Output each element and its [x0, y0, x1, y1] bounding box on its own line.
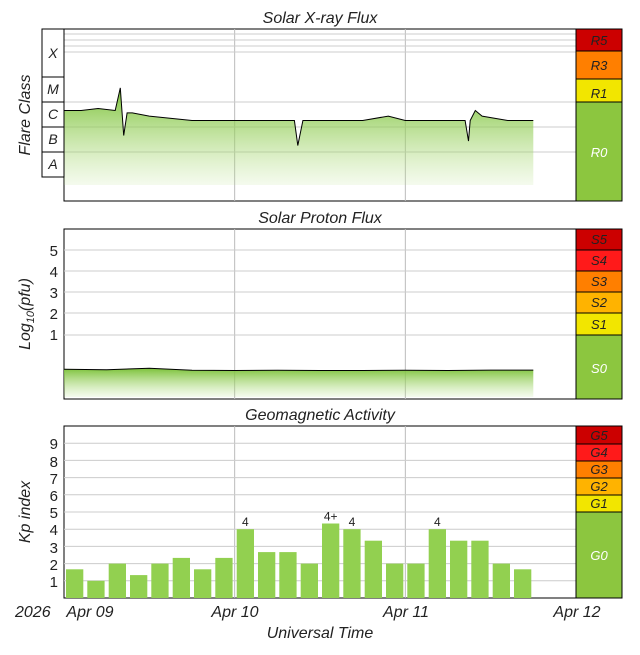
xray-class-label-c: C: [48, 106, 59, 122]
kp-bar: [322, 523, 340, 598]
xray-scale-r3-label: R3: [591, 58, 608, 73]
kp-tick-2: 2: [50, 557, 58, 574]
kp-tick-5: 5: [50, 505, 58, 522]
kp-bar: [450, 540, 468, 598]
geomag-scale-g4-label: G4: [590, 445, 607, 460]
xray-class-boxes: [41, 28, 65, 178]
proton-scale-s5-label: S5: [591, 232, 608, 247]
kp-tick-4: 4: [50, 522, 58, 539]
kp-bar: [236, 529, 254, 598]
kp-bar: [492, 563, 510, 598]
proton-scale-s0-label: S0: [591, 361, 608, 376]
kp-bar: [215, 557, 233, 598]
geomag-gridlines: [64, 426, 576, 598]
kp-bar-label: 4: [349, 515, 356, 529]
proton-flux-area: [64, 368, 534, 397]
proton-ylabel: Log10(pfu): [17, 278, 37, 350]
proton-scale-s0: [575, 334, 623, 400]
proton-title: Solar Proton Flux: [258, 210, 383, 227]
geomag-scale-g0: [575, 511, 623, 599]
proton-scale-s4-label: S4: [591, 253, 607, 268]
kp-bar: [343, 529, 361, 598]
proton-scale-s2-label: S2: [591, 295, 608, 310]
proton-tick-2: 2: [50, 306, 58, 323]
kp-bar: [279, 552, 297, 598]
kp-bar: [194, 569, 212, 598]
xray-class-label-x: X: [47, 45, 58, 61]
xray-flux-line: [64, 87, 534, 146]
kp-bar: [364, 540, 382, 598]
kp-bar-label: 4+: [324, 510, 338, 524]
geomag-scale-g2-label: G2: [590, 479, 608, 494]
xray-flux-area: [64, 87, 534, 185]
xray-title: Solar X-ray Flux: [263, 10, 379, 27]
kp-tick-7: 7: [50, 471, 58, 488]
kp-tick-3: 3: [50, 540, 58, 557]
kp-bar: [407, 563, 425, 598]
geomag-ylabel: Kp index: [17, 480, 34, 543]
proton-ylabel-tail: (pfu): [17, 278, 34, 311]
kp-bar: [66, 569, 84, 598]
xray-class-label-a: A: [47, 156, 57, 172]
proton-scale-s3-label: S3: [591, 274, 608, 289]
geomag-scale-column: [575, 425, 623, 599]
kp-tick-6: 6: [50, 488, 58, 505]
proton-flux-fill: [64, 368, 534, 397]
xray-scale-r3: [575, 50, 623, 80]
xray-scale-r5-label: R5: [591, 33, 608, 48]
geomag-scale-g3-label: G3: [590, 462, 608, 477]
x-axis-label: Universal Time: [267, 625, 374, 642]
x-tick-apr09: Apr 09: [65, 604, 113, 621]
x-tick-apr10: Apr 10: [210, 604, 258, 621]
kp-bar: [386, 563, 404, 598]
xray-scale-r0-label: R0: [591, 145, 608, 160]
proton-scale-column: [575, 228, 623, 400]
kp-bar: [108, 563, 126, 598]
geomag-tick-labels: 9 8 7 6 5 4 3 2 1: [50, 436, 58, 591]
xray-ylabel: Flare Class: [17, 75, 34, 156]
kp-tick-1: 1: [50, 574, 58, 591]
x-axis-year: 2026: [14, 604, 51, 621]
x-tick-apr12: Apr 12: [552, 604, 600, 621]
proton-flux-line: [63, 367, 534, 372]
kp-bar: [514, 569, 532, 598]
xray-scale-r0: [575, 101, 623, 202]
kp-bar: [151, 563, 169, 598]
proton-tick-4: 4: [50, 264, 58, 281]
proton-tick-5: 5: [50, 243, 58, 260]
proton-tick-1: 1: [50, 327, 58, 344]
kp-tick-9: 9: [50, 436, 58, 453]
x-tick-apr11: Apr 11: [382, 604, 429, 621]
xray-class-label-b: B: [48, 131, 57, 147]
proton-gridlines: [64, 229, 576, 399]
kp-bar: [87, 580, 105, 598]
xray-class-label-m: M: [47, 81, 59, 97]
proton-ylabel-sub: 10: [25, 310, 37, 323]
proton-scale-s1-label: S1: [591, 317, 607, 332]
xray-flux-fill: [64, 87, 534, 185]
kp-tick-8: 8: [50, 454, 58, 471]
geomag-scale-g1-label: G1: [590, 496, 607, 511]
geomag-kp-bars: 4 4+ 4 4: [66, 510, 532, 598]
xray-scale-r1-label: R1: [591, 86, 608, 101]
kp-bar-label: 4: [434, 515, 441, 529]
kp-bar: [428, 529, 446, 598]
kp-bar: [258, 552, 276, 598]
xray-scale-column: [575, 28, 623, 202]
geomag-scale-g5-label: G5: [590, 428, 608, 443]
kp-bar: [172, 557, 190, 598]
kp-bar: [300, 563, 318, 598]
kp-bar: [130, 575, 148, 598]
kp-bar-label: 4: [242, 515, 249, 529]
geomag-title: Geomagnetic Activity: [245, 407, 396, 424]
geomag-scale-g0-label: G0: [590, 548, 608, 563]
proton-tick-3: 3: [50, 285, 58, 302]
proton-ylabel-main: Log: [17, 323, 34, 350]
kp-bar: [471, 540, 489, 598]
